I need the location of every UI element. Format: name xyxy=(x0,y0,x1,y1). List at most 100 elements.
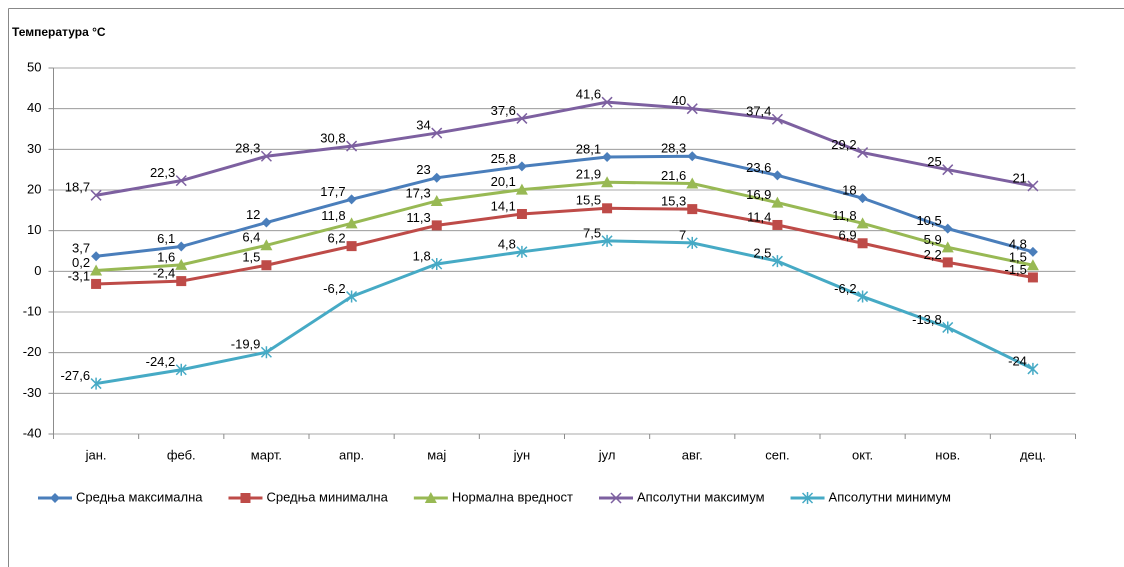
data-label: 1,5 xyxy=(242,250,260,265)
data-label: 11,8 xyxy=(832,208,856,223)
data-label: -2,4 xyxy=(153,266,175,281)
legend-item: Апсолутни минимум xyxy=(790,489,951,504)
data-point xyxy=(942,321,954,334)
x-tick-label: мај xyxy=(427,447,446,462)
data-point xyxy=(346,290,358,303)
data-label: 37,4 xyxy=(746,104,771,119)
x-tick-label: нов. xyxy=(935,447,960,462)
data-label: 11,4 xyxy=(747,209,771,224)
data-label: -13,8 xyxy=(912,312,942,327)
data-label: 1,5 xyxy=(1009,250,1027,265)
data-point xyxy=(772,170,783,181)
data-label: 20,1 xyxy=(491,174,516,189)
data-point xyxy=(175,258,188,270)
series-line xyxy=(95,154,1034,258)
y-tick-label: -10 xyxy=(23,303,42,318)
data-point xyxy=(176,276,187,287)
data-point xyxy=(261,260,272,271)
data-point xyxy=(686,103,698,115)
data-label: 23,6 xyxy=(746,160,771,175)
data-point xyxy=(90,189,102,201)
data-label: 0,2 xyxy=(72,255,90,270)
data-point xyxy=(91,251,102,262)
data-point xyxy=(346,241,357,252)
data-label: 4,8 xyxy=(1009,236,1027,251)
data-label: 28,3 xyxy=(661,141,686,156)
data-label: 6,1 xyxy=(157,231,175,246)
data-point xyxy=(346,140,358,152)
x-tick-label: апр. xyxy=(339,447,364,462)
data-label: -19,9 xyxy=(231,337,261,352)
data-label: 15,3 xyxy=(661,194,686,209)
data-point xyxy=(260,346,272,359)
data-point xyxy=(602,152,613,163)
data-label: 7,5 xyxy=(583,225,601,240)
data-label: 34 xyxy=(416,118,430,133)
data-label: 23 xyxy=(416,162,430,177)
data-label: 6,4 xyxy=(242,230,260,245)
legend-item: Средња минимална xyxy=(228,489,389,504)
data-point xyxy=(431,258,443,271)
data-label: 2,2 xyxy=(924,247,942,262)
data-label: 11,8 xyxy=(321,208,345,223)
data-label: 16,9 xyxy=(746,187,771,202)
data-point xyxy=(857,238,868,249)
data-point xyxy=(516,245,528,258)
data-label: -1,5 xyxy=(1005,262,1027,277)
data-point xyxy=(260,239,273,251)
data-point xyxy=(856,217,869,229)
series-line xyxy=(95,100,1034,197)
data-point xyxy=(771,196,784,208)
x-tick-label: јул xyxy=(598,447,616,462)
x-tick-label: јан. xyxy=(85,447,107,462)
data-label: 41,6 xyxy=(576,87,601,102)
data-label: 1,8 xyxy=(413,248,431,263)
y-tick-label: 40 xyxy=(27,100,41,115)
data-point xyxy=(601,234,613,247)
data-label: 21,6 xyxy=(661,168,686,183)
y-tick-label: 0 xyxy=(34,263,41,278)
data-label: 6,2 xyxy=(328,231,346,246)
data-point xyxy=(1027,246,1038,257)
data-label: 2,5 xyxy=(753,246,771,261)
data-label: -6,2 xyxy=(834,281,856,296)
data-label: 5,9 xyxy=(924,232,942,247)
data-point xyxy=(942,164,954,176)
data-point xyxy=(771,255,783,268)
data-point xyxy=(1027,180,1039,192)
data-label: 40 xyxy=(672,93,686,108)
data-point xyxy=(431,172,442,183)
data-label: -6,2 xyxy=(323,281,345,296)
data-point xyxy=(601,176,614,188)
data-label: 25 xyxy=(927,154,941,169)
data-label: 14,1 xyxy=(491,198,516,213)
y-tick-label: 10 xyxy=(27,222,41,237)
data-point xyxy=(1027,362,1039,375)
data-label: 28,1 xyxy=(576,141,601,156)
chart-title: Температура °C xyxy=(12,25,106,39)
data-point xyxy=(516,161,527,172)
data-label: 15,5 xyxy=(576,193,601,208)
data-label: -24,2 xyxy=(146,354,176,369)
data-label: 12 xyxy=(246,207,260,222)
legend-label: Средња максимална xyxy=(76,489,203,504)
legend-label: Средња минимална xyxy=(266,489,388,504)
data-label: -24 xyxy=(1008,353,1027,368)
data-point xyxy=(345,217,358,229)
data-point xyxy=(1027,272,1038,283)
data-point xyxy=(857,290,869,303)
data-label: 3,7 xyxy=(72,241,90,256)
data-point xyxy=(175,363,187,376)
data-point xyxy=(176,241,187,252)
data-point xyxy=(91,278,102,289)
data-label: 29,2 xyxy=(831,137,856,152)
data-label: 7 xyxy=(679,227,686,242)
data-label: 17,7 xyxy=(320,184,345,199)
data-point xyxy=(515,183,528,195)
data-label: 18 xyxy=(842,183,856,198)
data-point xyxy=(601,96,613,108)
legend-label: Апсолутни минимум xyxy=(829,489,951,504)
y-tick-label: -40 xyxy=(23,425,42,440)
legend-item: Средња максимална xyxy=(38,489,203,504)
